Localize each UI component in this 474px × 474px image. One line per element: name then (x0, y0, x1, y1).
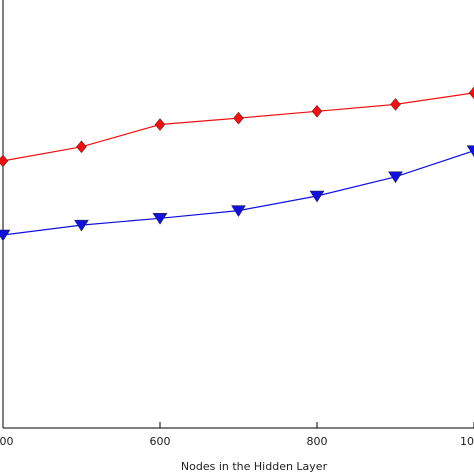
series-line (3, 151, 474, 235)
x-tick-label: 800 (307, 435, 328, 448)
diamond-marker (469, 87, 474, 99)
diamond-marker (312, 105, 322, 117)
diamond-marker (391, 98, 401, 110)
diamond-marker (0, 155, 8, 167)
x-tick-label: 600 (150, 435, 171, 448)
x-tick-label: 1000 (460, 435, 474, 448)
triangle-marker (467, 146, 474, 157)
tick-labels: 400 600 800 1000 (0, 435, 474, 448)
diamond-marker (77, 141, 87, 153)
series-1 (0, 87, 474, 167)
x-axis-title: Nodes in the Hidden Layer (181, 460, 328, 473)
series-2 (0, 146, 474, 241)
x-tick-label: 400 (0, 435, 14, 448)
triangle-marker (389, 172, 403, 183)
series-layer (0, 87, 474, 241)
series-line (3, 93, 474, 161)
diamond-marker (155, 119, 165, 131)
diamond-marker (234, 112, 244, 124)
triangle-marker (0, 230, 10, 241)
